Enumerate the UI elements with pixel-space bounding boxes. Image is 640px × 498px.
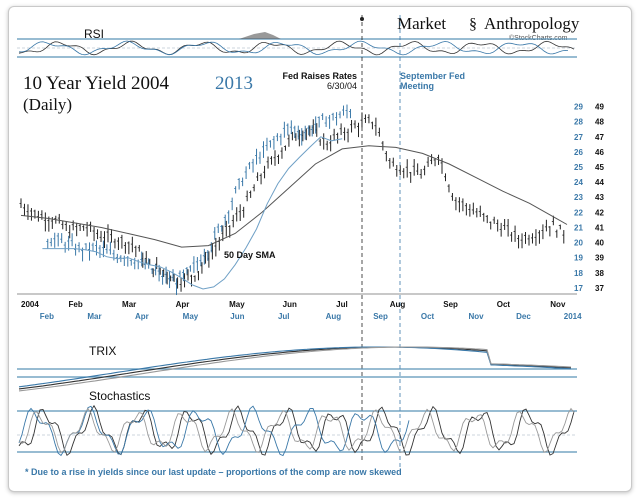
y-tick-2013: 20	[574, 239, 583, 248]
y-tick-2013: 27	[574, 133, 583, 142]
x-tick-2004: Aug	[390, 300, 406, 309]
y-tick-2013: 28	[574, 118, 583, 127]
sept-annotation-line2: Meeting	[400, 81, 434, 91]
x-tick-2004: Jul	[336, 300, 348, 309]
y-axis-2004: 37 38 39 40 41 42 43 44 45 46 47 48 49	[595, 103, 604, 293]
y-tick-2004: 38	[595, 269, 604, 278]
x-tick-2013: May	[183, 312, 199, 321]
title-blue: 2013	[215, 73, 253, 94]
brand-sub: ©StockCharts.com	[509, 34, 568, 42]
rsi-panel: RSI	[17, 27, 577, 58]
rsi-lines	[18, 32, 575, 56]
y-tick-2004: 43	[595, 193, 604, 202]
trix-line-2013	[18, 346, 572, 388]
y-tick-2013: 18	[574, 269, 583, 278]
x-tick-2004: Jun	[283, 300, 297, 309]
y-tick-2013: 17	[574, 284, 583, 293]
y-tick-2004: 48	[595, 118, 604, 127]
x-tick-2013: Jul	[278, 312, 290, 321]
x-axis-2004: 2004 Feb Mar Apr May Jun Jul Aug Sep Oct Nov	[21, 300, 566, 309]
x-tick-2013: Dec	[516, 312, 531, 321]
series-2004	[19, 112, 565, 292]
title-black: 10 Year Yield 2004	[23, 73, 170, 94]
x-tick-2004: 2004	[21, 300, 39, 309]
x-tick-2013: Aug	[326, 312, 342, 321]
y-tick-2004: 46	[595, 148, 604, 157]
sma-line-2013	[42, 136, 343, 290]
y-tick-2004: 37	[595, 284, 604, 293]
x-tick-2004: Apr	[176, 300, 190, 309]
footnote: * Due to a rise in yields since our last…	[25, 467, 402, 477]
rsi-line-2004	[18, 40, 575, 56]
chart-svg: Market § Anthropology ©StockCharts.com R…	[17, 14, 604, 477]
fed-annotation-line1: Fed Raises Rates	[282, 71, 357, 81]
y-tick-2013: 21	[574, 223, 583, 232]
x-tick-2013: 2014	[564, 312, 582, 321]
sept-annotation-line1: September Fed	[400, 71, 465, 81]
y-tick-2004: 44	[595, 178, 604, 187]
y-tick-2004: 47	[595, 133, 604, 142]
trix-line-2004	[18, 346, 572, 390]
sma-line	[20, 145, 568, 248]
x-tick-2013: Oct	[421, 312, 435, 321]
brand-right: Anthropology	[484, 14, 580, 33]
y-tick-2004: 40	[595, 239, 604, 248]
y-tick-2013: 19	[574, 254, 583, 263]
series-2013	[46, 104, 351, 296]
brand-ornament-icon: §	[469, 16, 477, 33]
stoch-lines	[18, 404, 575, 457]
rsi-label: RSI	[84, 27, 104, 41]
stochastics-label: Stochastics	[89, 389, 150, 403]
y-tick-2013: 25	[574, 163, 583, 172]
x-tick-2004: Sep	[443, 300, 458, 309]
stochastics-panel: Stochastics	[17, 389, 577, 457]
y-tick-2004: 39	[595, 254, 604, 263]
fed-annotation-line2: 6/30/04	[327, 81, 357, 91]
stoch-signal-line	[18, 407, 575, 454]
chart-card: Market § Anthropology ©StockCharts.com R…	[8, 6, 632, 492]
y-tick-2013: 23	[574, 193, 583, 202]
x-tick-2013: Nov	[469, 312, 485, 321]
y-tick-2004: 42	[595, 208, 604, 217]
x-tick-2013: Apr	[135, 312, 149, 321]
x-tick-2004: Feb	[69, 300, 83, 309]
chart-title: 10 Year Yield 2004 2013 (Daily)	[23, 73, 253, 114]
y-tick-2013: 22	[574, 208, 583, 217]
x-tick-2013: Sep	[373, 312, 388, 321]
trix-panel: TRIX	[17, 344, 577, 392]
y-tick-2004: 45	[595, 163, 604, 172]
y-tick-2013: 26	[574, 148, 583, 157]
x-tick-2013: Mar	[87, 312, 101, 321]
y-tick-2013: 24	[574, 178, 583, 187]
rsi-overbought-fill	[239, 32, 281, 39]
stoch-line-2013	[18, 405, 410, 457]
brand-left: Market	[397, 14, 446, 33]
y-tick-2013: 29	[574, 103, 583, 112]
x-axis-2013: Feb Mar Apr May Jun Jul Aug Sep Oct Nov Dec 2014	[40, 312, 582, 321]
trix-lines	[18, 346, 572, 392]
trix-label: TRIX	[89, 344, 116, 358]
brand-logo: Market § Anthropology ©StockCharts.com	[397, 14, 580, 42]
x-tick-2013: Feb	[40, 312, 54, 321]
fed-event-marker	[360, 17, 364, 21]
y-tick-2004: 49	[595, 103, 604, 112]
y-axis-2013: 17 18 19 20 21 22 23 24 25 26 27 28 29	[574, 103, 583, 293]
x-tick-2004: Oct	[497, 300, 511, 309]
rsi-line-2013	[18, 40, 569, 56]
main-plot: 50 Day SMA 2004 Feb Mar Apr May Jun Jul Aug Sep O…	[17, 103, 604, 321]
sma-label: 50 Day SMA	[224, 250, 276, 260]
trix-signal-line	[18, 346, 572, 392]
x-tick-2004: Mar	[122, 300, 136, 309]
chart-subtitle: (Daily)	[23, 95, 72, 114]
x-tick-2004: May	[229, 300, 245, 309]
stoch-line-2004	[18, 404, 575, 457]
x-tick-2013: Jun	[230, 312, 244, 321]
x-tick-2004: Nov	[550, 300, 566, 309]
y-tick-2004: 41	[595, 223, 604, 232]
